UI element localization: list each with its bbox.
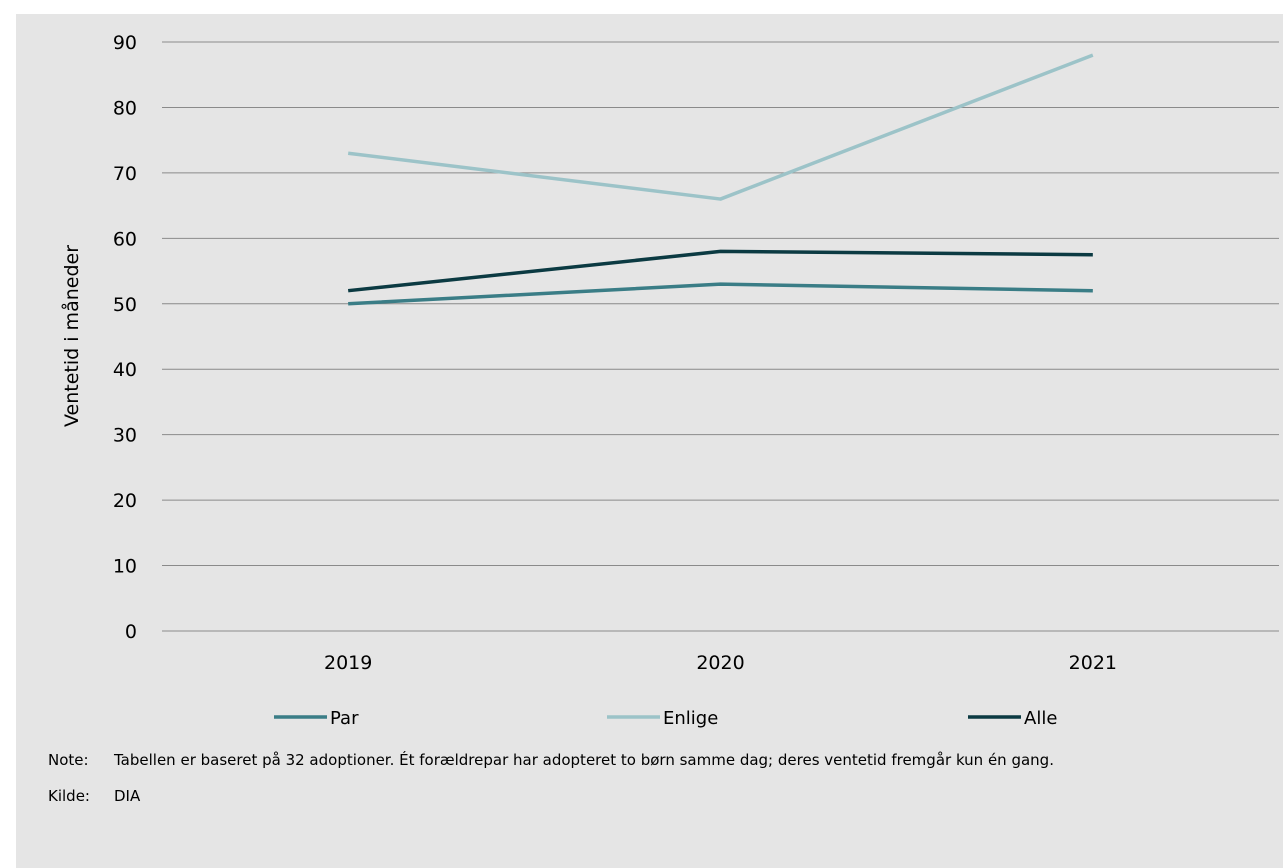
y-axis-ticks: 0 10 20 30 40 50 60 70 80 90	[113, 32, 137, 643]
chart-panel	[16, 14, 1283, 868]
y-tick-label: 60	[113, 228, 137, 250]
source-text: DIA	[114, 787, 141, 805]
y-axis-label: Ventetid i måneder	[60, 245, 83, 427]
grid	[162, 41, 1279, 632]
source-row: Kilde: DIA	[48, 784, 1258, 808]
note-row: Note: Tabellen er baseret på 32 adoption…	[48, 748, 1258, 772]
legend-label: Alle	[1024, 708, 1057, 729]
source-label: Kilde:	[48, 787, 90, 805]
note-text: Tabellen er baseret på 32 adoptioner. Ét…	[114, 751, 1054, 769]
x-tick-label: 2019	[324, 652, 372, 674]
note-label: Note:	[48, 751, 89, 769]
y-tick-label: 70	[113, 163, 137, 185]
x-axis-ticks: 2019 2020 2021	[324, 652, 1117, 674]
legend: Par Enlige Alle	[274, 708, 1057, 729]
y-tick-label: 40	[113, 359, 137, 381]
notes: Note: Tabellen er baseret på 32 adoption…	[48, 748, 1258, 808]
y-tick-label: 20	[113, 490, 137, 512]
series-lines	[347, 53, 1094, 306]
y-tick-label: 80	[113, 97, 137, 119]
legend-label: Enlige	[663, 708, 718, 729]
series-line-enlige	[347, 53, 1094, 201]
legend-label: Par	[330, 708, 359, 729]
y-tick-label: 90	[113, 32, 137, 54]
series-line-alle	[347, 249, 1093, 293]
x-tick-label: 2021	[1069, 652, 1117, 674]
y-tick-label: 30	[113, 425, 137, 447]
series-line-par	[348, 282, 1093, 306]
line-chart: 0 10 20 30 40 50 60 70 80 90 2019 2020 2021 Venteti…	[60, 32, 1279, 729]
x-tick-label: 2020	[696, 652, 744, 674]
y-tick-label: 0	[125, 621, 137, 643]
y-tick-label: 10	[113, 556, 137, 578]
y-tick-label: 50	[113, 294, 137, 316]
